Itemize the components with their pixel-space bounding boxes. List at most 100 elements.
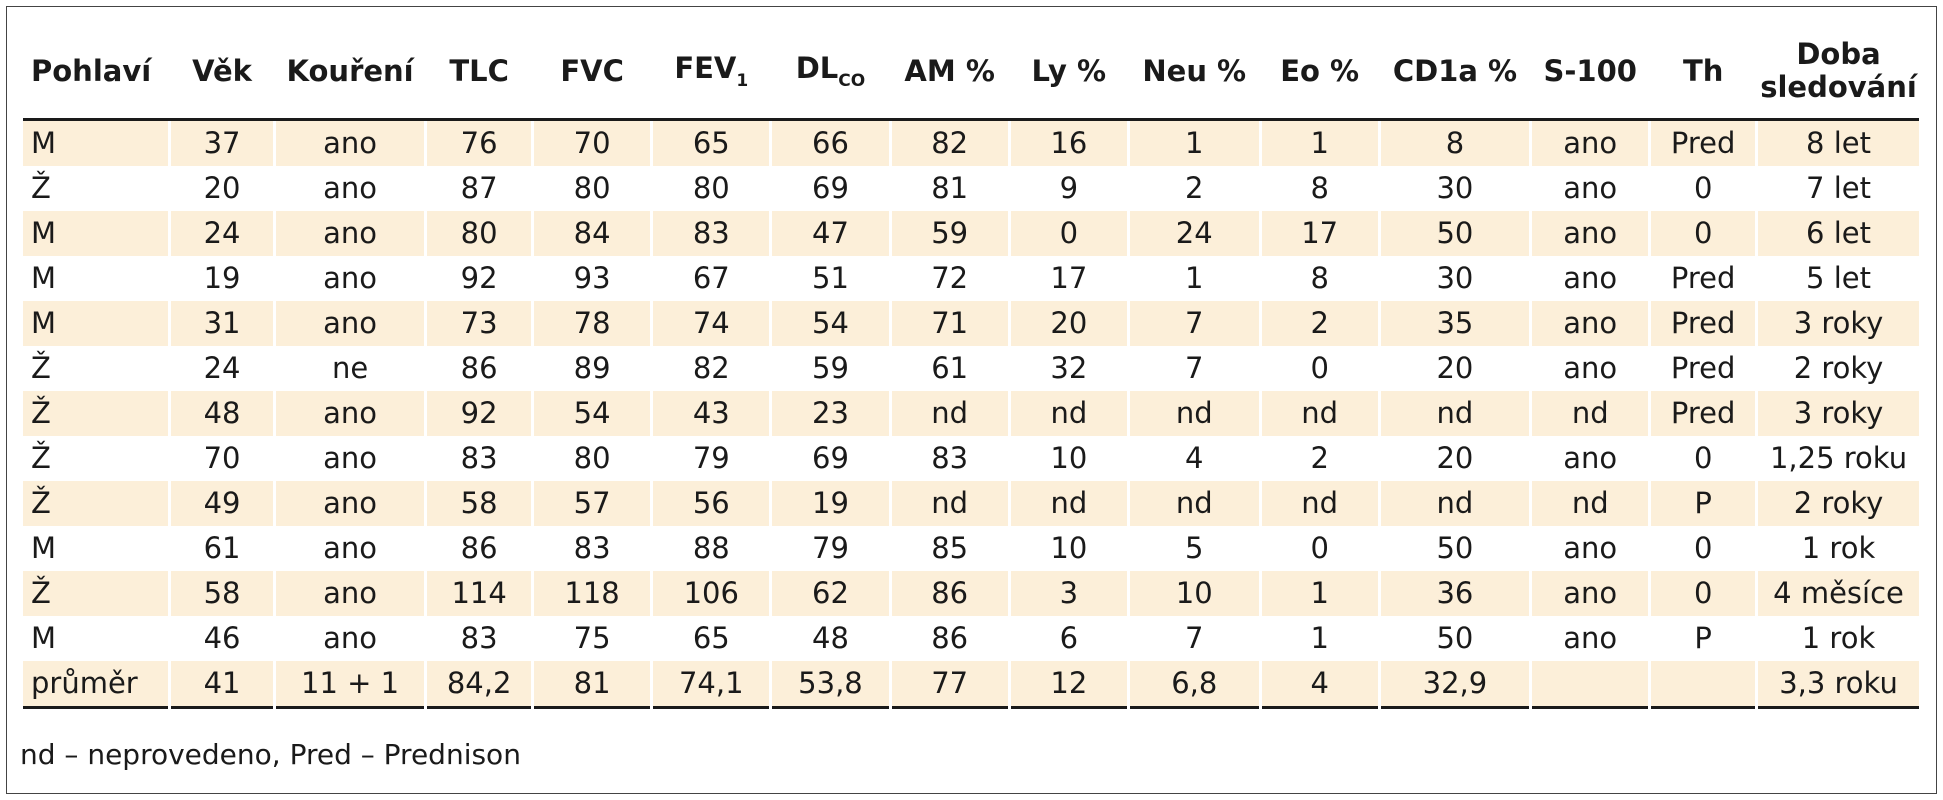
table-row: Ž 70 ano 83 80 79 69 83 10 4 2 20 ano 0 1,25 roku bbox=[23, 436, 1919, 481]
header-row: Pohlaví Věk Kouření TLC FVC FEV1 DLCO AM… bbox=[23, 22, 1919, 118]
table-cell: 81 bbox=[534, 661, 651, 709]
table-frame bbox=[6, 6, 1937, 794]
table-cell: 0 bbox=[1010, 211, 1127, 256]
table-cell: 8 let bbox=[1758, 121, 1919, 166]
table-cell: 77 bbox=[891, 661, 1008, 709]
table-cell: 93 bbox=[573, 261, 611, 295]
table-cell: nd bbox=[1010, 391, 1127, 436]
table-cell: 0 bbox=[1651, 571, 1756, 616]
table-cell: 37 bbox=[171, 121, 273, 166]
table-cell: 48 bbox=[171, 391, 273, 436]
table-cell: M bbox=[31, 531, 57, 565]
table-cell: 3 roky bbox=[1758, 391, 1919, 436]
table-cell: nd bbox=[1380, 391, 1530, 436]
table-row: Ž 58 ano 114 118 106 62 86 3 10 1 36 ano 0 4 měsíce bbox=[23, 571, 1919, 616]
header-cell: Eo % bbox=[1280, 53, 1360, 88]
table-cell: 80 bbox=[427, 211, 531, 256]
table-cell: 80 bbox=[573, 171, 611, 205]
table-cell: ano bbox=[323, 171, 378, 205]
table-cell: M bbox=[23, 121, 169, 166]
table-cell: 50 bbox=[1436, 531, 1474, 565]
table-cell: 8 bbox=[1310, 261, 1329, 295]
table-cell: 70 bbox=[203, 441, 241, 475]
header-cell: S-100 bbox=[1543, 53, 1637, 88]
table-cell: 1,25 roku bbox=[1769, 441, 1908, 475]
table-cell: 83 bbox=[573, 531, 611, 565]
table-cell: ano bbox=[1563, 351, 1618, 385]
table-cell: nd bbox=[891, 391, 1008, 436]
table-cell: ano bbox=[323, 531, 378, 565]
table-cell: 54 bbox=[534, 391, 651, 436]
table-cell: 6,8 bbox=[1129, 661, 1259, 709]
table-cell: Ž bbox=[31, 171, 51, 205]
table-cell: nd bbox=[1261, 481, 1378, 526]
table-row: M 61 ano 86 83 88 79 85 10 5 0 50 ano 0 1 rok bbox=[23, 526, 1919, 571]
table-cell: 65 bbox=[692, 621, 730, 655]
table-cell: 41 bbox=[171, 661, 273, 709]
table-cell: 86 bbox=[460, 351, 498, 385]
table-cell: 53,8 bbox=[772, 661, 889, 709]
table-cell: Pred bbox=[1651, 121, 1756, 166]
table-cell: 92 bbox=[460, 261, 498, 295]
table-cell: 78 bbox=[534, 301, 651, 346]
table-cell: 59 bbox=[891, 211, 1008, 256]
table-cell: 83 bbox=[460, 621, 498, 655]
table-cell: 3 roky bbox=[1758, 301, 1919, 346]
table-cell: 62 bbox=[772, 571, 889, 616]
table-cell: ano bbox=[275, 301, 425, 346]
patient-data-table: Pohlaví Věk Kouření TLC FVC FEV1 DLCO AM… bbox=[20, 22, 1922, 709]
table-cell: M bbox=[23, 301, 169, 346]
header-cell: Doba sledování bbox=[1760, 37, 1917, 104]
table-cell: 65 bbox=[653, 121, 770, 166]
table-cell: 17 bbox=[1050, 261, 1088, 295]
table-cell: 88 bbox=[692, 531, 730, 565]
table-cell: nd bbox=[1129, 481, 1259, 526]
table-cell: 106 bbox=[653, 571, 770, 616]
table-cell: 12 bbox=[1010, 661, 1127, 709]
table-cell: Pred bbox=[1670, 351, 1736, 385]
table-cell: 9 bbox=[1059, 171, 1079, 205]
table-body: M 37 ano 76 70 65 66 82 16 1 1 8 ano Pred 8 let Ž 20 ano 8… bbox=[23, 121, 1919, 709]
table-footnote: nd – neprovedeno, Pred – Prednison bbox=[20, 738, 521, 771]
table-cell: 76 bbox=[427, 121, 531, 166]
table-cell: M bbox=[23, 211, 169, 256]
table-cell: 66 bbox=[772, 121, 889, 166]
header-cell: DLCO bbox=[795, 51, 866, 92]
table-cell: 59 bbox=[812, 351, 849, 385]
table-cell: 0 bbox=[1693, 171, 1713, 205]
table-cell: 4 měsíce bbox=[1758, 571, 1919, 616]
table-cell: 54 bbox=[772, 301, 889, 346]
table-cell: Ž bbox=[31, 441, 51, 475]
header-cell: Pohlaví bbox=[31, 53, 152, 88]
table-cell: 80 bbox=[692, 171, 730, 205]
table-cell: M bbox=[31, 261, 57, 295]
table-cell: 30 bbox=[1436, 261, 1474, 295]
table-cell: 1 bbox=[1261, 571, 1378, 616]
table-cell: 84 bbox=[534, 211, 651, 256]
table-cell: 85 bbox=[931, 531, 969, 565]
table-cell bbox=[1532, 661, 1649, 709]
table-cell: 23 bbox=[772, 391, 889, 436]
table-cell: 73 bbox=[427, 301, 531, 346]
header-cell: Ly % bbox=[1031, 53, 1107, 88]
table-cell: 118 bbox=[534, 571, 651, 616]
table-cell: 86 bbox=[931, 621, 969, 655]
table-cell: 20 bbox=[1436, 351, 1474, 385]
table-cell: nd bbox=[1380, 481, 1530, 526]
header-cell: AM % bbox=[904, 53, 995, 88]
table-cell: 80 bbox=[573, 441, 611, 475]
table-cell: 6 let bbox=[1758, 211, 1919, 256]
table-cell: 58 bbox=[427, 481, 531, 526]
table-cell: 7 bbox=[1185, 351, 1204, 385]
table-cell: nd bbox=[1532, 391, 1649, 436]
table-cell: ano bbox=[1563, 621, 1618, 655]
table-cell: ano bbox=[323, 261, 378, 295]
table-cell: 1 bbox=[1261, 121, 1378, 166]
table-cell: 2 roky bbox=[1758, 481, 1919, 526]
table-cell: 50 bbox=[1380, 211, 1530, 256]
table-cell: nd bbox=[1532, 481, 1649, 526]
table-cell: 7 bbox=[1129, 301, 1259, 346]
header-cell: FEV1 bbox=[674, 51, 749, 92]
table-cell bbox=[1651, 661, 1756, 709]
table-cell: 19 bbox=[772, 481, 889, 526]
